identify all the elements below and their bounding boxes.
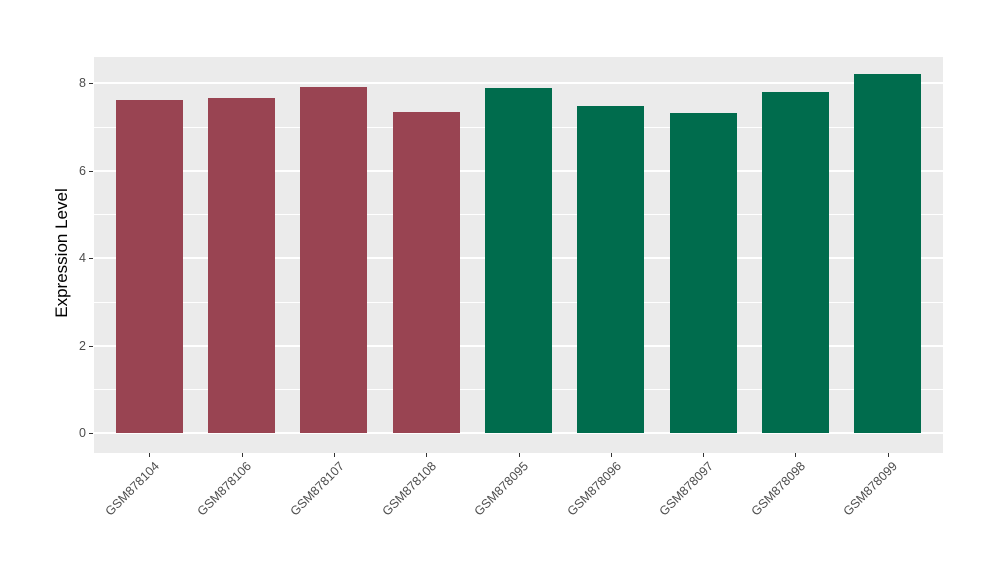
x-tick-mark bbox=[703, 453, 705, 457]
y-tick-mark bbox=[89, 83, 93, 85]
x-tick-mark bbox=[610, 453, 612, 457]
x-tick-mark bbox=[241, 453, 243, 457]
x-tick-label: GSM878097 bbox=[656, 459, 716, 519]
x-tick-label: GSM878106 bbox=[195, 459, 255, 519]
y-tick-mark bbox=[89, 433, 93, 435]
y-tick-label: 8 bbox=[79, 76, 86, 91]
x-tick-mark bbox=[149, 453, 151, 457]
bar-GSM878104 bbox=[115, 100, 183, 434]
x-tick-label: GSM878099 bbox=[841, 459, 901, 519]
x-tick-mark bbox=[426, 453, 428, 457]
gridline-major bbox=[94, 432, 943, 435]
bar-GSM878096 bbox=[577, 105, 645, 434]
y-tick-mark bbox=[89, 345, 93, 347]
y-tick-label: 2 bbox=[79, 338, 86, 353]
plot-panel bbox=[94, 57, 943, 453]
x-tick-label: GSM878104 bbox=[102, 459, 163, 519]
bar-GSM878108 bbox=[392, 112, 460, 434]
bar-GSM878107 bbox=[300, 86, 368, 434]
x-tick-label: GSM878107 bbox=[287, 459, 347, 519]
bar-GSM878098 bbox=[761, 91, 829, 434]
x-tick-label: GSM878108 bbox=[379, 459, 440, 519]
x-tick-label: GSM878095 bbox=[471, 459, 532, 519]
x-tick-mark bbox=[795, 453, 797, 457]
bar-GSM878106 bbox=[208, 98, 276, 434]
y-tick-label: 4 bbox=[79, 251, 86, 266]
x-tick-mark bbox=[518, 453, 520, 457]
x-tick-mark bbox=[333, 453, 335, 457]
x-tick-label: GSM878096 bbox=[564, 459, 624, 519]
y-tick-label: 6 bbox=[79, 163, 86, 178]
x-tick-label: GSM878098 bbox=[748, 459, 809, 519]
x-tick-mark bbox=[887, 453, 889, 457]
y-tick-mark bbox=[89, 258, 93, 260]
bar-GSM878095 bbox=[485, 88, 552, 434]
gridline-major bbox=[94, 82, 943, 85]
y-tick-label: 0 bbox=[79, 426, 86, 441]
y-tick-mark bbox=[89, 170, 93, 172]
bar-GSM878099 bbox=[854, 74, 922, 434]
bar-GSM878097 bbox=[669, 112, 737, 434]
